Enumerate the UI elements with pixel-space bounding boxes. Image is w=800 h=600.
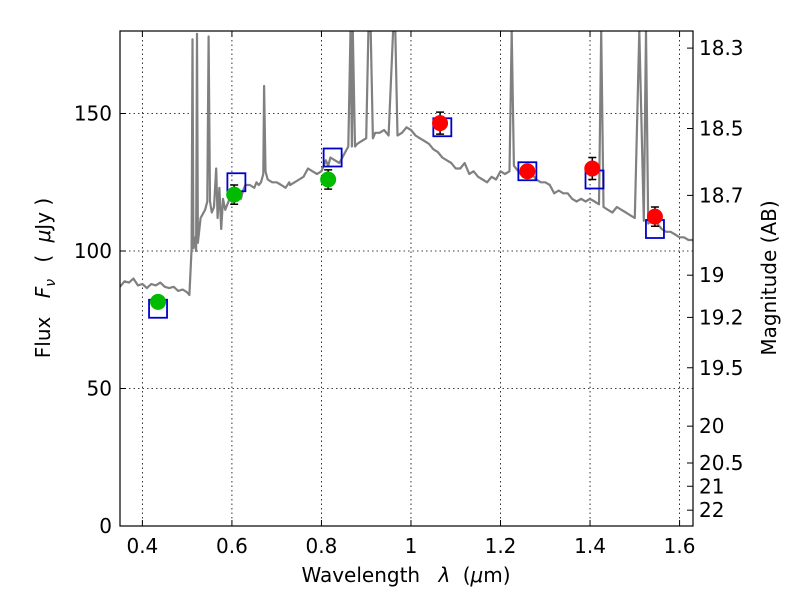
- y-axis-label: Flux Fν ( μJy ): [31, 198, 60, 358]
- x-axis-label-unit-mu: μ: [470, 563, 484, 587]
- data-point: [150, 293, 167, 310]
- x-tick-label: 0.6: [216, 534, 248, 558]
- y2-tick-label: 21: [699, 474, 724, 498]
- y-axis-label-unit-open: (: [31, 255, 55, 263]
- y-axis-label-symbol: F: [31, 286, 55, 298]
- y-tick-label: 0: [99, 514, 112, 538]
- y-tick-label: 150: [74, 102, 112, 126]
- data-point: [432, 115, 449, 132]
- data-point: [320, 171, 337, 188]
- x-axis-label-unit-open: (: [463, 563, 471, 587]
- data-point: [226, 186, 243, 203]
- error-bars: [154, 111, 659, 309]
- observed-photometry-points: [150, 115, 663, 310]
- x-tick-label: 1.2: [485, 534, 517, 558]
- sed-line-path: [120, 31, 693, 297]
- y-axis-label-subscript: ν: [43, 279, 59, 287]
- data-point: [519, 163, 536, 180]
- y2-tick-label: 22: [699, 498, 724, 522]
- y-axis-label-unit-close: Jy ): [31, 198, 55, 232]
- y2-tick-label: 19.5: [699, 356, 744, 380]
- x-tick-label: 0.8: [306, 534, 338, 558]
- x-axis-label: Wavelength λ (μm): [301, 563, 510, 587]
- model-square: [517, 161, 538, 182]
- sed-model-line: [120, 31, 693, 297]
- x-tick-label: 1.6: [664, 534, 696, 558]
- y2-tick-label: 18.7: [699, 183, 744, 207]
- data-point: [646, 208, 663, 225]
- grid: [120, 31, 693, 526]
- y2-axis-label: Magnitude (AB): [757, 200, 781, 355]
- y-axis-label-text: Flux: [31, 316, 55, 358]
- y-tick-labels: 0 50 100 150: [74, 102, 112, 539]
- x-axis-label-symbol: λ: [437, 563, 450, 587]
- y2-tick-label: 19.2: [699, 305, 744, 329]
- y2-tick-label: 20: [699, 414, 724, 438]
- y-tick-label: 50: [87, 377, 112, 401]
- y2-tick-label: 18.5: [699, 117, 744, 141]
- x-tick-label: 1: [405, 534, 418, 558]
- y2-tick-label: 19: [699, 263, 724, 287]
- data-point: [584, 160, 601, 177]
- y2-tick-label: 18.3: [699, 36, 744, 60]
- model-square: [322, 147, 343, 168]
- x-axis-label-unit-close: m): [483, 563, 510, 587]
- plot-frame: [119, 30, 694, 527]
- x-tick-label: 0.4: [126, 534, 158, 558]
- x-tick-labels: 0.4 0.6 0.8 1 1.2 1.4 1.6: [126, 534, 695, 558]
- y-tick-label: 100: [74, 239, 112, 263]
- model-photometry-squares: [148, 117, 665, 319]
- y-axis-label-unit-mu: μ: [31, 230, 55, 244]
- x-axis-label-text: Wavelength: [301, 563, 420, 587]
- y2-tick-label: 20.5: [699, 451, 744, 475]
- axis-ticks: [120, 31, 693, 527]
- x-tick-label: 1.4: [574, 534, 606, 558]
